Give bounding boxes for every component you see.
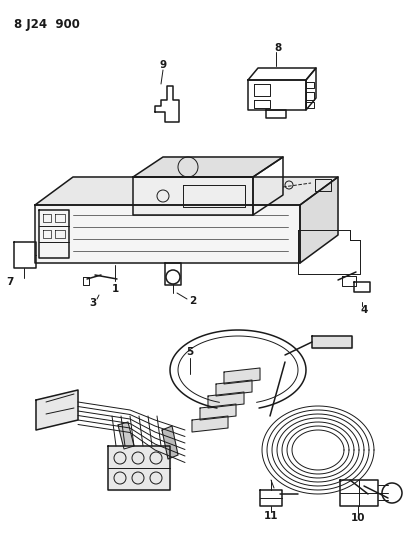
Polygon shape bbox=[224, 368, 260, 384]
Polygon shape bbox=[133, 177, 253, 215]
Polygon shape bbox=[118, 422, 134, 449]
Text: 8: 8 bbox=[274, 43, 282, 53]
Text: 7: 7 bbox=[6, 277, 14, 287]
Polygon shape bbox=[35, 177, 338, 205]
Polygon shape bbox=[133, 157, 283, 177]
Text: 2: 2 bbox=[189, 296, 197, 306]
Text: 11: 11 bbox=[264, 511, 278, 521]
Polygon shape bbox=[192, 416, 228, 432]
Polygon shape bbox=[312, 336, 352, 348]
Polygon shape bbox=[35, 205, 300, 263]
Polygon shape bbox=[162, 426, 178, 459]
Polygon shape bbox=[208, 392, 244, 408]
Text: 5: 5 bbox=[186, 347, 193, 357]
Text: 1: 1 bbox=[111, 284, 118, 294]
Polygon shape bbox=[216, 380, 252, 396]
Text: 10: 10 bbox=[351, 513, 365, 523]
Polygon shape bbox=[108, 446, 170, 490]
Polygon shape bbox=[200, 404, 236, 420]
Text: 4: 4 bbox=[360, 305, 368, 315]
Text: 8 J24  900: 8 J24 900 bbox=[14, 18, 80, 31]
Text: 9: 9 bbox=[160, 60, 166, 70]
Text: 3: 3 bbox=[89, 298, 97, 308]
Polygon shape bbox=[300, 177, 338, 263]
Polygon shape bbox=[36, 390, 78, 430]
